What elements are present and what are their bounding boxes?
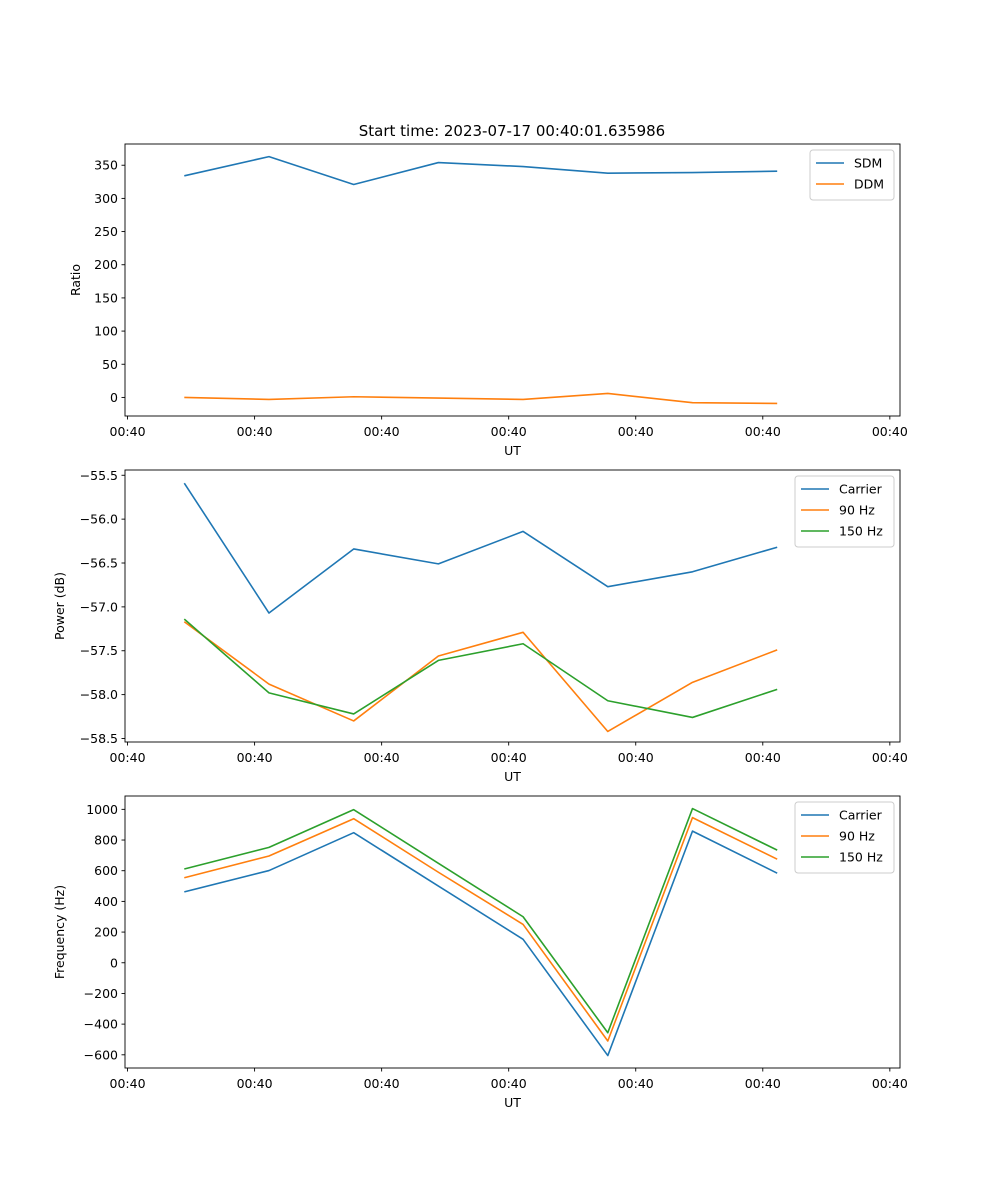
chart-ratio-ytick-label: 300 (94, 191, 118, 206)
chart-frequency-ylabel: Frequency (Hz) (52, 885, 67, 979)
chart-ratio-frame (124, 143, 901, 417)
chart-ratio-xtick-label: 00:40 (237, 424, 273, 439)
chart-frequency-series-90-hz (184, 816, 778, 1042)
chart-power-ytick-label: −56.0 (80, 512, 118, 527)
chart-power-xtick-label: 00:40 (618, 750, 654, 765)
chart-frequency-xtick-label: 00:40 (491, 1076, 527, 1091)
chart-frequency-ytick-label: 400 (94, 894, 118, 909)
chart-frequency-legend-box (794, 801, 895, 874)
chart-frequency-ytick-label: 800 (94, 833, 118, 848)
chart-frequency-xtick-label: 00:40 (237, 1076, 273, 1091)
chart-ratio: 0 50 100 150 200 250 300 350 00:40 00:40 00:40 00:4… (68, 143, 908, 458)
chart-frequency-series-carrier (184, 830, 778, 1057)
chart-power-ytick-label: −56.5 (80, 556, 118, 571)
chart-ratio-ytick-label: 350 (94, 158, 118, 173)
chart-frequency-ytick-label: −600 (84, 1047, 118, 1062)
chart-power-xtick-label: 00:40 (237, 750, 273, 765)
chart-ratio-xtick-label: 00:40 (745, 424, 781, 439)
chart-ratio-plot-area (125, 144, 900, 416)
chart-ratio-ytick-label: 200 (94, 257, 118, 272)
chart-power-legend-label-150-hz: 150 Hz (839, 524, 883, 539)
chart-power-xtick-label: 00:40 (491, 750, 527, 765)
chart-power-frame (124, 469, 901, 743)
chart-frequency-legend-label-90-hz: 90 Hz (839, 829, 875, 844)
chart-power-legend: Carrier 90 Hz 150 Hz (794, 475, 895, 548)
chart-frequency-ytick-label: 600 (94, 863, 118, 878)
chart-power-series-carrier (183, 482, 778, 614)
chart-power-legend-label-carrier: Carrier (839, 482, 883, 497)
chart-power-ylabel: Power (dB) (52, 572, 67, 640)
chart-frequency-ytick-label: 0 (110, 955, 118, 970)
chart-ratio-series-sdm (184, 155, 778, 186)
chart-frequency-ytick-label: −200 (84, 986, 118, 1001)
chart-power-plot-area (125, 470, 900, 742)
chart-frequency-xtick-label: 00:40 (364, 1076, 400, 1091)
chart-power-xlabel: UT (504, 769, 521, 784)
chart-ratio-legend-label-sdm: SDM (854, 156, 882, 171)
chart-frequency-legend-label-150-hz: 150 Hz (839, 850, 883, 865)
chart-power-xtick-label: 00:40 (364, 750, 400, 765)
chart-power-ytick-label: −58.5 (80, 731, 118, 746)
chart-power-ytick-label: −57.0 (80, 599, 118, 614)
chart-ratio-xtick-label: 00:40 (872, 424, 908, 439)
chart-ratio-ytick-label: 100 (94, 324, 118, 339)
chart-ratio-xtick-label: 00:40 (618, 424, 654, 439)
chart-ratio-ytick-label: 150 (94, 290, 118, 305)
chart-ratio-xlabel: UT (504, 443, 521, 458)
chart-power-ytick-label: −55.5 (80, 468, 118, 483)
chart-power-legend-box (794, 475, 895, 548)
chart-frequency-series-150-hz (184, 807, 778, 1034)
chart-power-ytick-label: −57.5 (80, 643, 118, 658)
chart-frequency-ytick-label: 200 (94, 925, 118, 940)
chart-ratio-xtick-label: 00:40 (110, 424, 146, 439)
chart-power-legend-label-90-hz: 90 Hz (839, 503, 875, 518)
chart-ratio-ylabel: Ratio (68, 264, 83, 296)
chart-power-series-90-hz (183, 621, 778, 733)
chart-frequency-xtick-label: 00:40 (618, 1076, 654, 1091)
chart-frequency-ytick-label: −400 (84, 1017, 118, 1032)
chart-frequency-legend-label-carrier: Carrier (839, 808, 883, 823)
chart-ratio-ytick-label: 250 (94, 224, 118, 239)
chart-frequency-xlabel: UT (504, 1095, 521, 1110)
chart-power-xtick-label: 00:40 (872, 750, 908, 765)
chart-ratio-series-ddm (184, 392, 778, 405)
chart-ratio-xtick-label: 00:40 (491, 424, 527, 439)
chart-ratio-legend-label-ddm: DDM (854, 177, 884, 192)
chart-ratio-ytick-label: 50 (102, 357, 118, 372)
figure-title: Start time: 2023-07-17 00:40:01.635986 (359, 122, 665, 140)
chart-frequency-xtick-label: 00:40 (745, 1076, 781, 1091)
chart-power: −58.5 −58.0 −57.5 −57.0 −56.5 −56.0 −55.5 00:40… (52, 468, 908, 784)
chart-frequency-ytick-label: 1000 (86, 802, 118, 817)
chart-frequency-xtick-label: 00:40 (872, 1076, 908, 1091)
chart-ratio-ytick-label: 0 (110, 390, 118, 405)
chart-ratio-xtick-label: 00:40 (364, 424, 400, 439)
chart-power-xtick-label: 00:40 (110, 750, 146, 765)
chart-frequency-legend: Carrier 90 Hz 150 Hz (794, 801, 895, 874)
chart-power-series-150-hz (183, 618, 778, 719)
chart-power-ytick-label: −58.0 (80, 687, 118, 702)
chart-ratio-legend: SDM DDM (809, 149, 895, 201)
chart-frequency-xtick-label: 00:40 (110, 1076, 146, 1091)
chart-frequency: −600 −400 −200 0 200 400 600 800 1000 00:40 00:40 0… (52, 795, 908, 1110)
chart-power-xtick-label: 00:40 (745, 750, 781, 765)
